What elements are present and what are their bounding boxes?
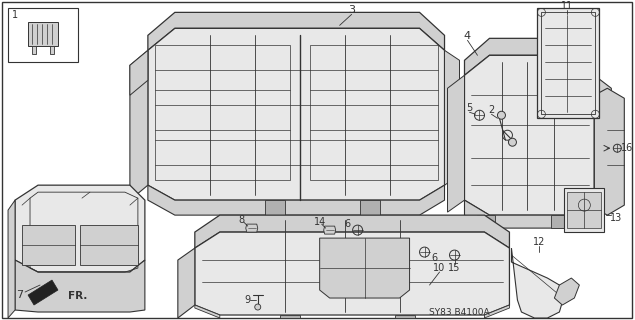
Text: 9: 9 bbox=[244, 295, 251, 305]
Circle shape bbox=[255, 304, 261, 310]
Polygon shape bbox=[464, 200, 594, 228]
Circle shape bbox=[497, 111, 505, 119]
Text: 3: 3 bbox=[348, 5, 355, 15]
Text: 6: 6 bbox=[345, 219, 351, 229]
Polygon shape bbox=[568, 192, 601, 228]
Polygon shape bbox=[478, 215, 495, 228]
Text: 6: 6 bbox=[431, 253, 438, 263]
Polygon shape bbox=[130, 50, 148, 200]
Polygon shape bbox=[394, 315, 415, 318]
Polygon shape bbox=[594, 75, 612, 208]
Polygon shape bbox=[511, 248, 565, 318]
Polygon shape bbox=[464, 55, 594, 215]
Polygon shape bbox=[565, 188, 605, 232]
Polygon shape bbox=[28, 22, 58, 46]
Text: 16: 16 bbox=[621, 143, 634, 153]
Polygon shape bbox=[130, 50, 148, 95]
Text: FR.: FR. bbox=[68, 291, 88, 301]
Text: 5: 5 bbox=[466, 103, 472, 113]
Text: 12: 12 bbox=[533, 237, 545, 247]
Polygon shape bbox=[444, 50, 460, 185]
Polygon shape bbox=[246, 224, 258, 232]
Text: 14: 14 bbox=[314, 217, 326, 227]
Polygon shape bbox=[148, 12, 444, 50]
Text: 8: 8 bbox=[239, 215, 245, 225]
Polygon shape bbox=[32, 46, 36, 54]
Text: 15: 15 bbox=[448, 263, 461, 273]
Text: 4: 4 bbox=[464, 31, 471, 41]
Polygon shape bbox=[359, 200, 380, 215]
Polygon shape bbox=[554, 278, 579, 305]
FancyBboxPatch shape bbox=[2, 2, 632, 318]
Polygon shape bbox=[15, 185, 145, 272]
Polygon shape bbox=[537, 8, 599, 118]
Text: 7: 7 bbox=[17, 290, 23, 300]
Polygon shape bbox=[195, 215, 509, 248]
Polygon shape bbox=[50, 46, 54, 54]
Polygon shape bbox=[15, 260, 145, 312]
Polygon shape bbox=[80, 225, 138, 265]
Polygon shape bbox=[148, 28, 444, 200]
Text: 1: 1 bbox=[12, 10, 18, 20]
Polygon shape bbox=[265, 200, 284, 215]
Polygon shape bbox=[464, 38, 594, 75]
Polygon shape bbox=[324, 226, 336, 234]
Polygon shape bbox=[178, 248, 195, 318]
Polygon shape bbox=[8, 8, 78, 62]
Polygon shape bbox=[22, 225, 75, 265]
Text: 13: 13 bbox=[610, 213, 622, 223]
Text: 10: 10 bbox=[434, 263, 446, 273]
Text: 11: 11 bbox=[561, 1, 573, 12]
Polygon shape bbox=[448, 75, 464, 212]
Polygon shape bbox=[319, 238, 410, 298]
Text: SY83 B4100A: SY83 B4100A bbox=[429, 308, 490, 316]
Circle shape bbox=[509, 138, 516, 146]
Polygon shape bbox=[8, 200, 15, 318]
Polygon shape bbox=[195, 232, 509, 315]
Polygon shape bbox=[594, 88, 624, 215]
Polygon shape bbox=[148, 185, 444, 215]
Polygon shape bbox=[485, 305, 509, 318]
Polygon shape bbox=[28, 280, 58, 305]
Polygon shape bbox=[195, 305, 220, 318]
Polygon shape bbox=[551, 215, 570, 228]
Text: 2: 2 bbox=[488, 105, 495, 115]
Polygon shape bbox=[280, 315, 300, 318]
